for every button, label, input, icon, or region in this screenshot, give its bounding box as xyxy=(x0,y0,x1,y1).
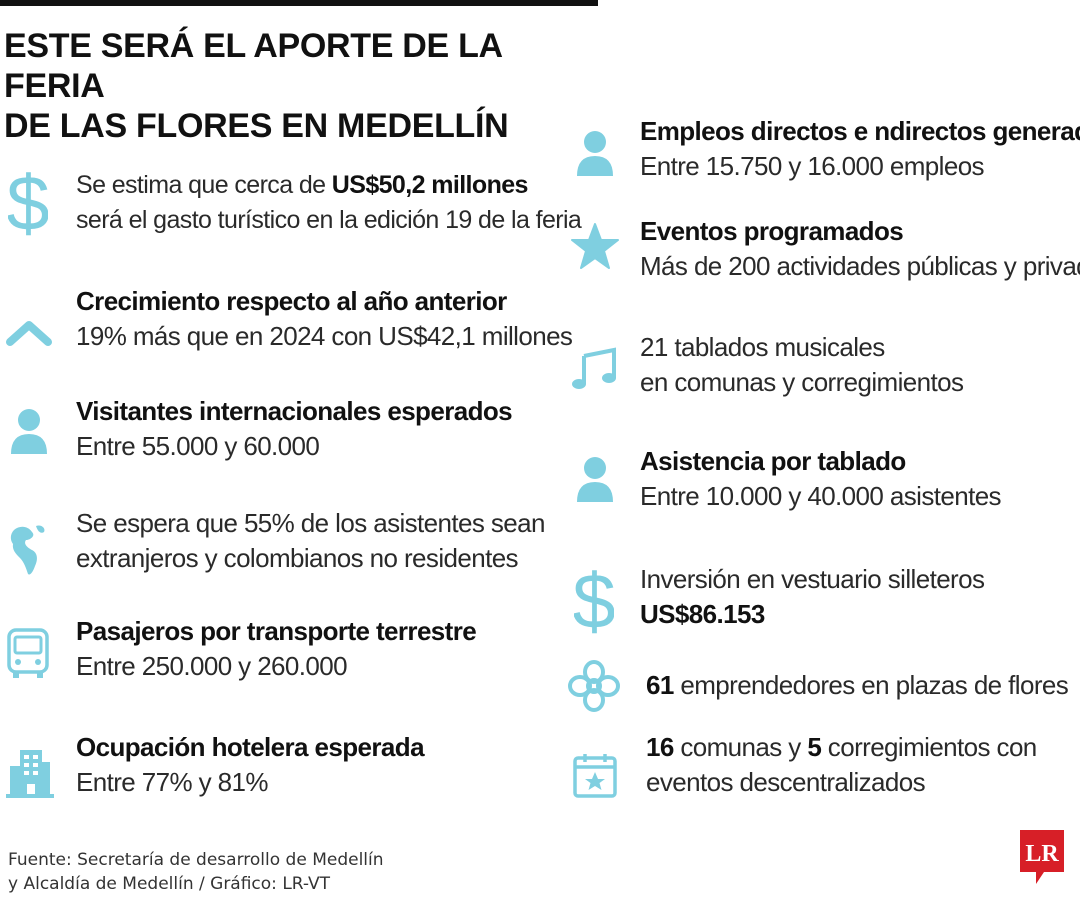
growth-heading: Crecimiento respecto al año anterior xyxy=(76,286,507,316)
spending-detail: será el gasto turístico en la edición 19… xyxy=(76,206,582,234)
person-icon xyxy=(576,456,614,504)
spending-amount: US$50,2 millones xyxy=(331,171,529,199)
spending-intro: Se estima que cerca de xyxy=(76,171,332,199)
star-icon xyxy=(570,222,620,270)
investment-amount: US$86.153 xyxy=(640,599,765,629)
entrepreneurs-count: 61 xyxy=(646,670,674,700)
corregimientos-label: corregimientos con xyxy=(821,732,1037,762)
jobs-heading: Empleos directos e ndirectos generados xyxy=(640,116,1080,146)
visitors-value: Entre 55.000 y 60.000 xyxy=(76,431,320,461)
page-title: ESTE SERÁ EL APORTE DE LA FERIA DE LAS F… xyxy=(4,26,604,146)
source-line-1: Fuente: Secretaría de desarrollo de Mede… xyxy=(8,850,384,870)
dollar-icon: $ xyxy=(8,166,48,242)
attendance-heading: Asistencia por tablado xyxy=(640,446,906,476)
top-rule xyxy=(0,0,598,6)
stages-line-2: en comunas y corregimientos xyxy=(640,367,964,397)
hotel-icon xyxy=(6,748,54,800)
foreign-line-2: extranjeros y colombianos no residentes xyxy=(76,543,519,573)
attendance-value: Entre 10.000 y 40.000 asistentes xyxy=(640,481,1002,511)
events-value: Más de 200 actividades públicas y privad… xyxy=(640,251,1080,281)
comunas-count: 16 xyxy=(646,732,674,762)
visitors-heading: Visitantes internacionales esperados xyxy=(76,396,513,426)
jobs-value: Entre 15.750 y 16.000 empleos xyxy=(640,151,985,181)
comunas-label: comunas y xyxy=(673,732,808,762)
growth-value: 19% más que en 2024 con US$42,1 millones xyxy=(76,321,573,351)
svg-text:$: $ xyxy=(8,166,48,242)
bus-icon xyxy=(6,628,50,680)
music-note-icon xyxy=(572,346,618,390)
hotel-value: Entre 77% y 81% xyxy=(76,767,269,797)
title-line-1: ESTE SERÁ EL APORTE DE LA FERIA xyxy=(4,27,502,105)
svg-text:LR: LR xyxy=(1025,841,1059,867)
chevron-up-icon xyxy=(6,318,52,348)
globe-americas-icon xyxy=(8,522,48,578)
transport-heading: Pasajeros por transporte terrestre xyxy=(76,616,477,646)
person-icon xyxy=(10,408,48,456)
decentralized-line-2: eventos descentralizados xyxy=(646,767,926,797)
dollar-icon: $ xyxy=(574,564,614,640)
person-icon xyxy=(576,130,614,178)
hotel-heading: Ocupación hotelera esperada xyxy=(76,732,425,762)
calendar-star-icon xyxy=(572,752,618,800)
svg-text:$: $ xyxy=(574,564,614,640)
source-line-2: y Alcaldía de Medellín / Gráfico: LR-VT xyxy=(8,874,331,894)
title-line-2: DE LAS FLORES EN MEDELLÍN xyxy=(4,107,509,145)
source-note: Fuente: Secretaría de desarrollo de Mede… xyxy=(8,848,384,896)
entrepreneurs-label: emprendedores en plazas de flores xyxy=(673,670,1069,700)
flower-icon xyxy=(568,660,620,712)
transport-value: Entre 250.000 y 260.000 xyxy=(76,651,348,681)
stages-line-1: 21 tablados musicales xyxy=(640,332,885,362)
events-heading: Eventos programados xyxy=(640,216,904,246)
investment-label: Inversión en vestuario silleteros xyxy=(640,564,985,594)
corregimientos-count: 5 xyxy=(807,732,822,762)
foreign-line-1: Se espera que 55% de los asistentes sean xyxy=(76,508,545,538)
lr-logo: LR xyxy=(1018,828,1066,886)
